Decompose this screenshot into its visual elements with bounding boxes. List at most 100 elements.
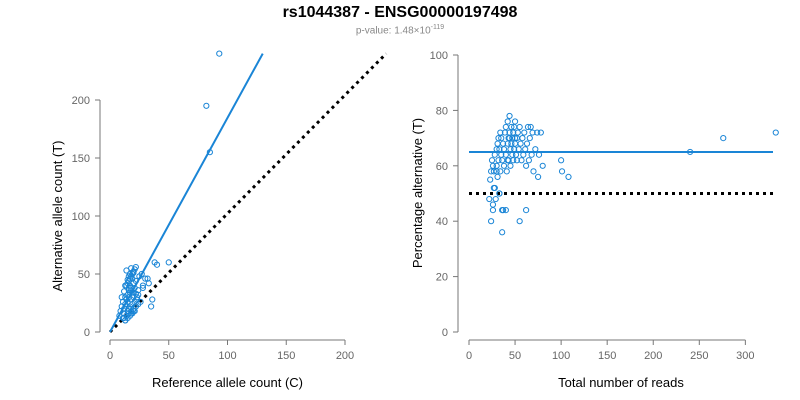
reference-line: [108, 52, 388, 334]
data-point: [206, 149, 213, 156]
y-tick-label: 200: [72, 95, 90, 107]
data-point: [131, 308, 138, 315]
data-point: [502, 123, 509, 131]
data-point: [499, 229, 506, 236]
data-point: [529, 129, 536, 136]
data-point: [523, 207, 530, 214]
data-point: [148, 303, 155, 310]
x-axis-label: Reference allele count (C): [152, 375, 303, 390]
data-point: [511, 135, 519, 142]
x-tick-label: 200: [336, 350, 354, 362]
x-tick-label: 150: [598, 350, 616, 362]
allele-count-scatter-panel: 0 50 100 150 200 0 50 100 150 200 Reference allele…: [50, 50, 388, 390]
data-point: [491, 151, 498, 158]
data-point: [528, 151, 535, 158]
data-point: [558, 157, 565, 164]
y-tick-label: 20: [436, 272, 448, 284]
data-point: [500, 162, 508, 169]
data-point: [132, 290, 139, 297]
data-point: [524, 123, 532, 131]
y-tick-label: 0: [442, 327, 448, 339]
data-point: [523, 140, 531, 147]
data-point: [772, 129, 779, 136]
p-value-exponent: -119: [430, 24, 445, 31]
data-point: [153, 261, 161, 268]
data-point: [500, 146, 508, 153]
data-point: [530, 168, 537, 175]
data-point: [502, 151, 509, 158]
data-point: [558, 168, 566, 175]
data-point: [513, 157, 521, 164]
data-point: [216, 50, 223, 57]
p-value-label: p-value: 1.48×10: [355, 25, 431, 37]
data-point: [518, 157, 525, 164]
data-point: [139, 282, 146, 289]
data-point: [565, 173, 572, 180]
x-tick-label: 100: [218, 350, 236, 362]
x-tick-label: 0: [466, 350, 472, 362]
data-point: [138, 270, 145, 278]
data-point: [496, 190, 503, 197]
data-point: [516, 123, 523, 131]
data-point: [142, 275, 149, 282]
data-point: [499, 207, 506, 214]
data-point: [499, 157, 506, 164]
data-point: [497, 168, 504, 175]
data-point: [506, 112, 513, 120]
data-point: [535, 151, 543, 158]
data-point: [488, 157, 496, 164]
x-tick-label: 100: [552, 350, 570, 362]
data-point: [504, 118, 511, 125]
data-point: [494, 173, 501, 180]
data-point: [123, 267, 130, 274]
data-point: [498, 135, 505, 142]
data-point: [532, 146, 539, 153]
data-point: [515, 146, 522, 153]
x-tick-label: 150: [277, 350, 295, 362]
data-point: [525, 157, 532, 164]
y-tick-label: 100: [72, 211, 90, 223]
data-point: [130, 269, 137, 276]
data-point: [720, 135, 727, 142]
data-point: [489, 207, 497, 214]
data-point: [149, 296, 156, 303]
data-point: [203, 102, 210, 109]
data-point: [493, 168, 500, 175]
data-point: [488, 218, 495, 225]
data-point: [520, 151, 527, 158]
data-point: [534, 129, 541, 136]
y-axis-label: Percentage alternative (T): [410, 118, 425, 268]
x-axis-label: Total number of reads: [558, 375, 684, 390]
data-point: [519, 135, 526, 142]
data-point: [508, 123, 515, 131]
data-point: [521, 129, 528, 136]
x-tick-label: 0: [107, 350, 113, 362]
y-tick-label: 50: [78, 269, 90, 281]
y-axis-label: Alternative allele count (T): [50, 140, 65, 291]
data-point: [686, 148, 694, 156]
data-point: [496, 146, 503, 153]
data-point: [511, 118, 519, 125]
data-point: [132, 277, 139, 285]
data-point: [523, 162, 530, 169]
y-tick-label: 100: [430, 50, 448, 62]
data-point: [511, 140, 519, 147]
data-point: [487, 176, 494, 183]
y-tick-label: 150: [72, 153, 90, 165]
x-tick-label: 50: [509, 350, 521, 362]
data-point: [517, 140, 524, 147]
data-point: [132, 263, 139, 271]
x-tick-label: 200: [644, 350, 662, 362]
data-point: [534, 173, 542, 180]
data-point: [165, 259, 172, 266]
data-point: [139, 284, 146, 292]
data-point: [490, 168, 497, 175]
data-point: [491, 184, 498, 192]
data-point: [493, 162, 500, 169]
data-point: [144, 275, 151, 282]
y-tick-label: 60: [436, 161, 448, 173]
x-tick-label: 50: [163, 350, 175, 362]
data-point: [495, 135, 502, 142]
chart-subtitle: p-value: 1.48×10-119: [0, 24, 800, 36]
